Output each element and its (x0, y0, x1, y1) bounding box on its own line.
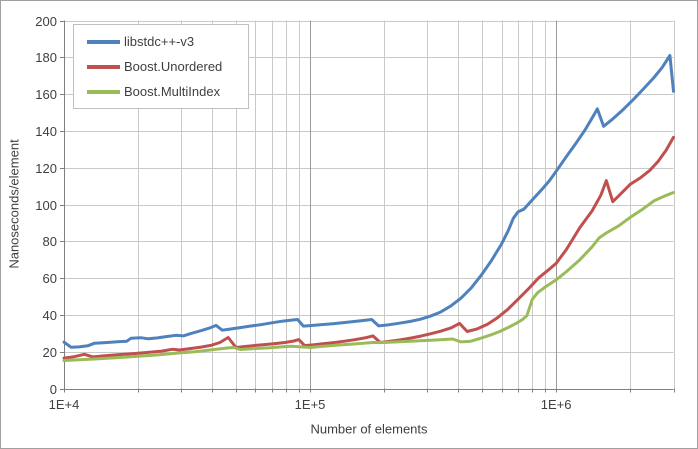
y-tick-label: 140 (35, 123, 57, 139)
x-axis-title: Number of elements (310, 421, 428, 437)
series-line-Boost.MultiIndex (62, 191, 675, 362)
legend-label: Boost.MultiIndex (124, 84, 221, 99)
x-tick-label: 1E+5 (294, 397, 326, 412)
y-tick-label: 20 (42, 344, 57, 360)
y-tick-label: 120 (35, 160, 57, 176)
legend-line-swatch (87, 64, 120, 69)
y-tick-label: 40 (42, 307, 57, 323)
x-tick-label: 1E+6 (540, 397, 572, 412)
legend: libstdc++-v3 Boost.Unordered Boost.Multi… (73, 24, 249, 109)
legend-label: Boost.Unordered (124, 59, 223, 74)
legend-line-swatch (87, 89, 120, 94)
legend-item: libstdc++-v3 (74, 31, 248, 53)
y-tick-label: 60 (42, 270, 57, 286)
y-tick-label: 100 (35, 197, 57, 213)
y-tick-label: 200 (35, 13, 57, 29)
series-line-Boost.Unordered (62, 135, 675, 360)
series-line-libstdc++-v3 (62, 54, 675, 349)
legend-item: Boost.Unordered (74, 56, 248, 78)
legend-label: libstdc++-v3 (124, 34, 195, 49)
x-tick-label: 1E+4 (48, 397, 80, 412)
y-tick-label: 160 (35, 86, 57, 102)
y-tick-label: 180 (35, 49, 57, 65)
legend-line-swatch (87, 39, 120, 44)
y-tick-label: 80 (42, 233, 57, 249)
y-tick-label: 0 (49, 381, 57, 397)
legend-item: Boost.MultiIndex (74, 81, 248, 103)
